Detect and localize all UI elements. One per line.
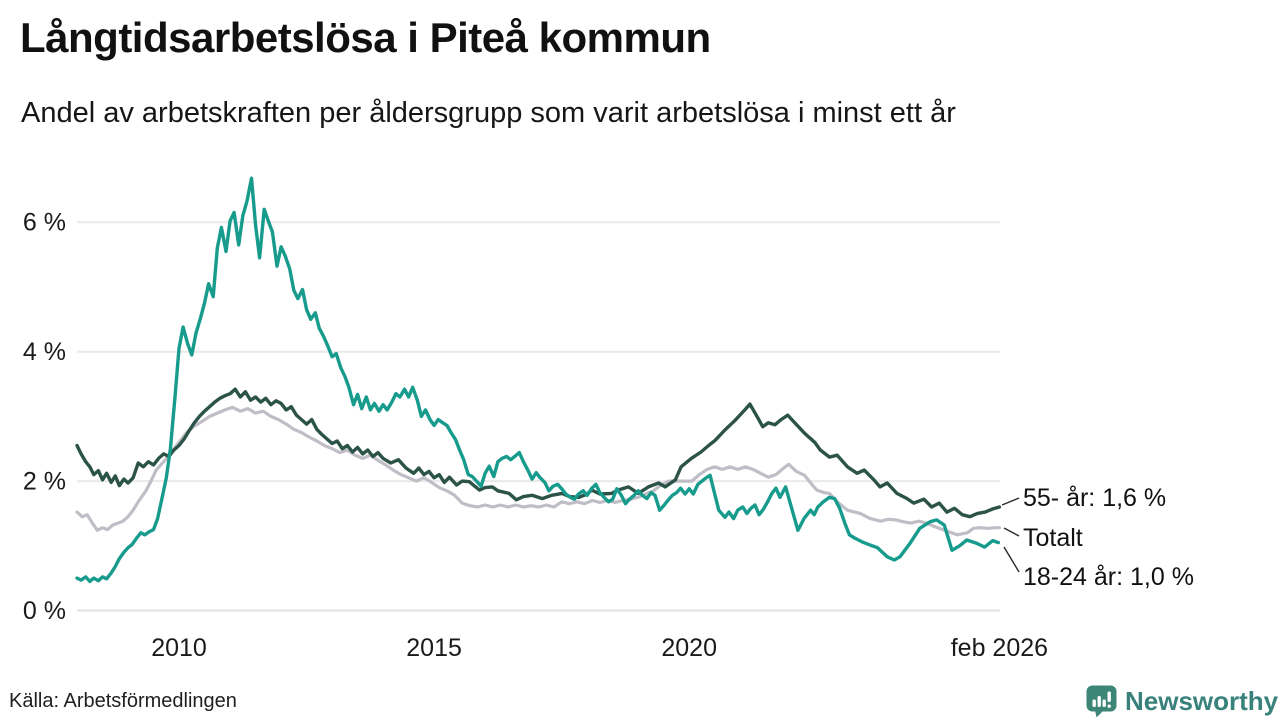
series-line-totalt [75, 405, 1002, 537]
annotation-connector [1003, 546, 1020, 573]
source-note: Källa: Arbetsförmedlingen [9, 690, 237, 712]
series-end-label: 18-24 år: 1,0 % [1023, 563, 1194, 591]
newsworthy-logo[interactable]: Newsworthy [1086, 685, 1279, 718]
annotation-connector [1003, 527, 1020, 537]
x-tick-label: 2020 [661, 634, 717, 662]
chart-subtitle: Andel av arbetskraften per åldersgrupp s… [21, 97, 956, 129]
x-tick-label: 2010 [151, 634, 207, 662]
page-title: Långtidsarbetslösa i Piteå kommun [20, 14, 711, 61]
y-tick-label: 4 % [23, 338, 66, 366]
y-tick-label: 6 % [23, 209, 66, 237]
y-tick-label: 2 % [23, 468, 66, 496]
series-line-55-ar [75, 387, 1002, 519]
annotation-connector [1001, 497, 1020, 506]
series-end-label: 55- år: 1,6 % [1023, 484, 1166, 512]
x-tick-label: 2015 [406, 634, 462, 662]
series-end-label: Totalt [1023, 524, 1083, 552]
newsworthy-bubble-chart-icon [1086, 685, 1117, 718]
x-tick-label: feb 2026 [951, 634, 1048, 662]
newsworthy-wordmark: Newsworthy [1125, 685, 1279, 716]
series-line-18-24-ar [75, 176, 1001, 584]
y-tick-label: 0 % [23, 597, 66, 625]
